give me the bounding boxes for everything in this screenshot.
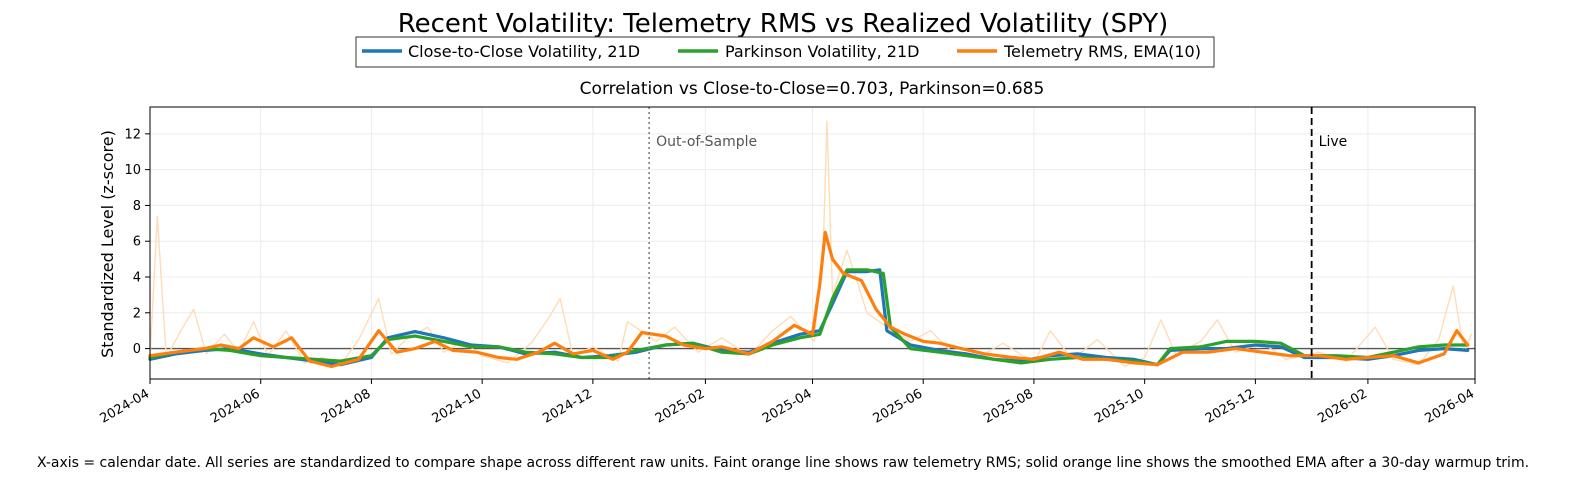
- y-tick-label: 12: [124, 127, 141, 142]
- y-axis-ticks: 0 2 4 6 8 10 12: [124, 127, 150, 357]
- y-tick-label: 2: [133, 306, 141, 321]
- x-tick-label: 2025-10: [1092, 386, 1147, 426]
- x-tick-label: 2024-08: [319, 386, 374, 426]
- y-axis-label: Standardized Level (z-score): [98, 130, 117, 358]
- chart-subtitle: Correlation vs Close-to-Close=0.703, Par…: [580, 79, 1045, 99]
- legend-label-1: Parkinson Volatility, 21D: [725, 42, 919, 61]
- x-tick-label: 2024-06: [208, 386, 263, 426]
- series-line-raw-telemetry: [149, 120, 1473, 368]
- chart-caption: X-axis = calendar date. All series are s…: [37, 455, 1529, 471]
- x-tick-label: 2026-04: [1422, 386, 1477, 426]
- legend-frame: [355, 36, 1215, 68]
- grid: [149, 107, 1476, 379]
- x-tick-label: 2025-06: [871, 386, 926, 426]
- y-tick-label: 8: [133, 199, 141, 214]
- x-axis-ticks: 2024-04 2024-06 2024-08 2024-10 2024-12 2025-…: [97, 379, 1477, 427]
- chart-title: Recent Volatility: Telemetry RMS vs Real…: [398, 9, 1169, 39]
- x-tick-label: 2024-04: [97, 386, 152, 426]
- y-tick-label: 10: [124, 163, 141, 178]
- x-tick-label: 2025-08: [981, 386, 1036, 426]
- x-tick-label: 2025-12: [1203, 386, 1258, 426]
- series-layer: [148, 120, 1473, 369]
- legend-label-2: Telemetry RMS, EMA(10): [1003, 42, 1201, 61]
- series-line-telemetry-rms-ema-10: [148, 230, 1470, 369]
- legend-label-0: Close-to-Close Volatility, 21D: [408, 42, 640, 61]
- y-tick-label: 0: [133, 342, 141, 357]
- y-tick-label: 6: [133, 235, 141, 250]
- x-tick-label: 2024-12: [540, 386, 595, 426]
- x-tick-label: 2025-04: [760, 386, 815, 426]
- y-tick-label: 4: [133, 271, 141, 286]
- annotation-label-out-of-sample: Out-of-Sample: [656, 134, 757, 150]
- series-line-parkinson-volatility-21d: [148, 268, 1470, 367]
- x-tick-label: 2026-02: [1315, 386, 1370, 426]
- x-tick-label: 2024-10: [430, 386, 485, 426]
- x-tick-label: 2025-02: [653, 386, 708, 426]
- annotation-label-live: Live: [1319, 134, 1348, 150]
- series-line-close-to-close-volatility-21d: [148, 268, 1470, 367]
- legend: Close-to-Close Volatility, 21D Parkinson…: [355, 36, 1215, 68]
- annotations: Out-of-Sample Live: [648, 107, 1348, 379]
